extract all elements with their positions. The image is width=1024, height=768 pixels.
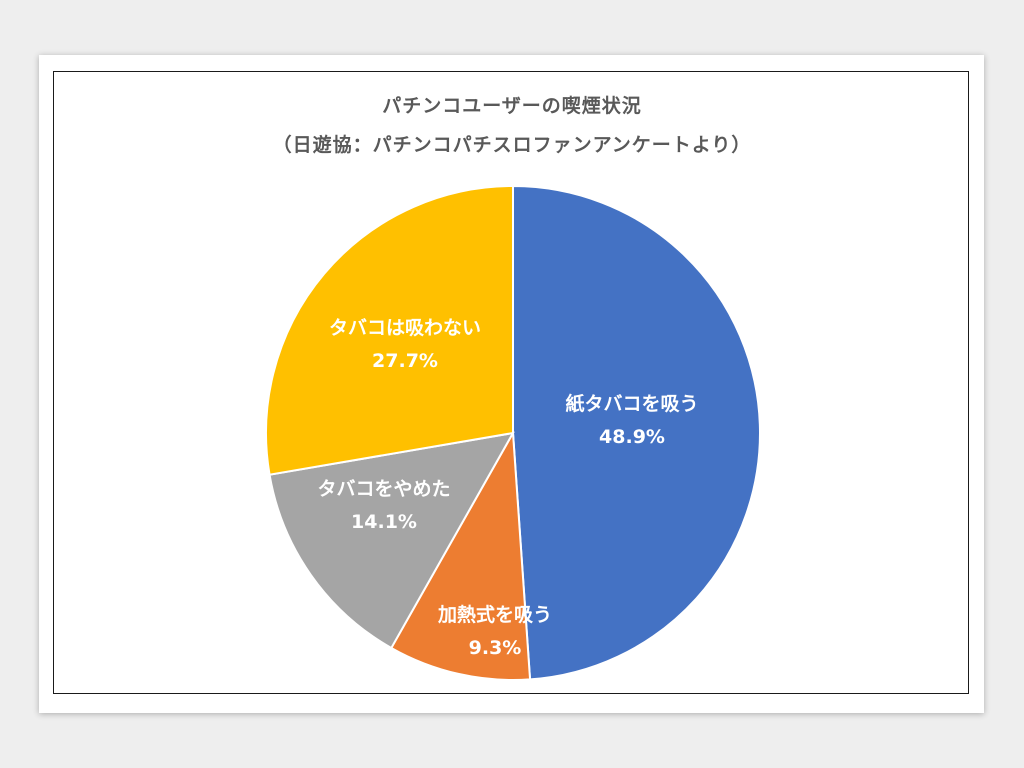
pie-slice-quit-smoking bbox=[268, 431, 515, 650]
slice-label-heated-tobacco: 加熱式を吸う bbox=[437, 603, 552, 626]
slice-value-paper-cigarette: 48.9% bbox=[599, 426, 665, 448]
pie-slice-heated-tobacco bbox=[389, 429, 532, 681]
slice-value-non-smoker: 27.7% bbox=[372, 350, 438, 372]
pie-slice-paper-cigarette bbox=[512, 184, 761, 681]
slice-label-paper-cigarette: 紙タバコを吸う bbox=[565, 392, 698, 415]
chart-subtitle: （日遊協：パチンコパチスロファンアンケートより） bbox=[272, 134, 752, 156]
chart-title: パチンコユーザーの喫煙状況 bbox=[382, 95, 642, 117]
slice-label-quit-smoking: タバコをやめた bbox=[317, 478, 450, 500]
slice-value-heated-tobacco: 9.3% bbox=[469, 637, 522, 659]
slice-value-quit-smoking: 14.1% bbox=[351, 511, 417, 533]
pie-labels: 紙タバコを吸う 48.9% 加熱式を吸う 9.3% タバコをやめた 14.1% タバコは吸わ… bbox=[317, 317, 698, 659]
pie-slice-non-smoker bbox=[265, 184, 514, 476]
slice-label-non-smoker: タバコは吸わない bbox=[329, 317, 481, 339]
pie-slices bbox=[265, 184, 761, 681]
